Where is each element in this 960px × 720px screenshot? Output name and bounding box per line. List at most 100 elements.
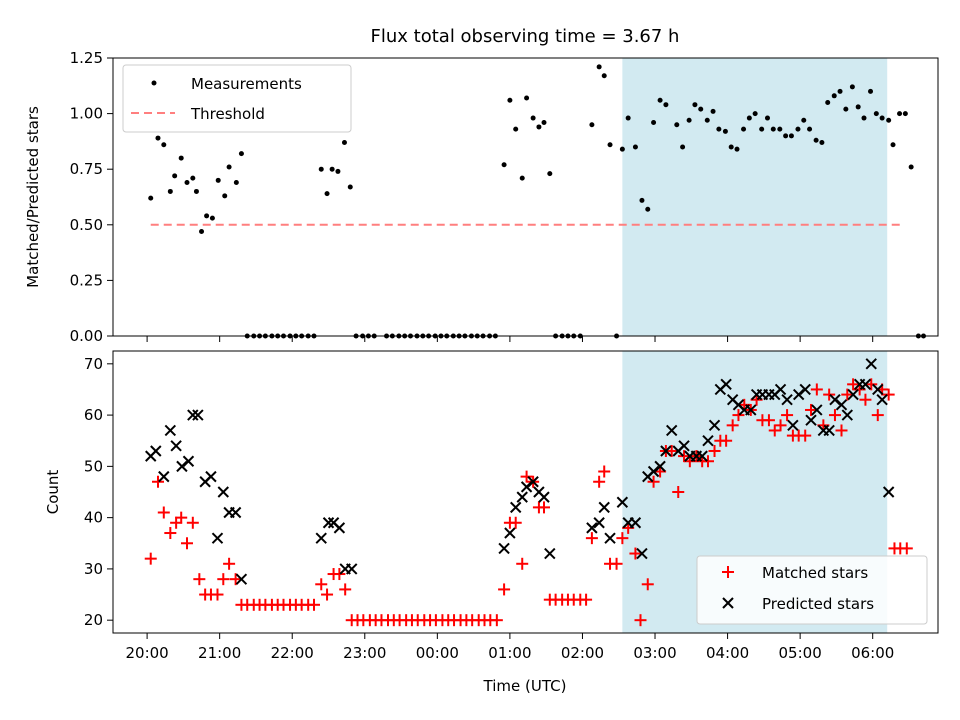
measurement-point	[704, 117, 710, 123]
measurement-point	[752, 111, 758, 117]
measurement-point	[734, 146, 740, 152]
matched-star-point	[490, 614, 503, 627]
bottom-y-axis-label: Count	[44, 470, 62, 515]
measurement-point	[625, 115, 631, 121]
measurement-point	[155, 135, 161, 141]
predicted-stars-legend-marker	[722, 597, 734, 609]
predicted-star-point	[835, 399, 848, 411]
measurement-point	[764, 115, 770, 121]
measurement-point	[746, 115, 752, 121]
top-legend: Measurements Threshold	[122, 64, 352, 133]
matched-star-point	[900, 542, 913, 555]
predicted-star-point	[538, 491, 550, 503]
predicted-star-point	[593, 517, 605, 529]
measurement-point	[222, 193, 228, 199]
predicted-star-point	[720, 378, 732, 391]
measurement-point	[795, 126, 801, 132]
predicted-star-point	[509, 501, 522, 514]
measurement-point	[541, 119, 547, 125]
measurement-point	[530, 115, 536, 121]
matched-star-point	[823, 388, 836, 401]
measurement-point	[199, 228, 205, 234]
predicted-star-point	[745, 404, 757, 416]
matched-star-point	[768, 424, 781, 437]
matched-star-point	[509, 516, 522, 529]
matched-star-point	[799, 429, 812, 442]
measurement-point	[341, 140, 347, 146]
measurement-point	[601, 73, 607, 79]
top-legend-box	[122, 64, 352, 133]
matched-star-point	[315, 578, 328, 591]
x-tick-label: 22:00	[271, 644, 314, 662]
matched-star-point	[774, 419, 787, 432]
matched-star-point	[580, 593, 593, 606]
matched-star-point	[598, 465, 611, 478]
matched-star-point	[151, 475, 164, 488]
predicted-star-point	[616, 496, 629, 508]
predicted-star-point	[666, 424, 678, 437]
matched-star-point	[641, 578, 654, 591]
bottom-y-axis-ticks: 20 30 40 50 60 70	[84, 355, 113, 629]
y-tick-label: 0.50	[70, 216, 103, 234]
x-axis-ticks: 20:00 21:00 22:00 23:00 00:00 01:00 02:00 03:00…	[125, 633, 894, 662]
measurement-point	[686, 117, 692, 123]
matched-star-point	[175, 511, 188, 524]
matched-star-point	[520, 470, 533, 483]
legend-threshold-label: Threshold	[190, 105, 265, 123]
matched-star-point	[828, 409, 841, 422]
matched-star-point	[593, 475, 606, 488]
predicted-star-point	[315, 532, 327, 544]
measurement-point	[788, 133, 794, 139]
predicted-star-point	[192, 409, 204, 421]
measurement-point	[536, 124, 542, 130]
predicted-star-point	[516, 491, 528, 503]
measurement-point	[902, 111, 908, 117]
matched-star-point	[610, 557, 623, 570]
matched-star-point	[307, 598, 320, 611]
matched-star-point	[708, 444, 721, 457]
matched-star-point	[498, 583, 511, 596]
x-axis-label: Time (UTC)	[483, 677, 567, 695]
predicted-star-point	[211, 532, 224, 544]
measurement-point	[861, 115, 867, 121]
y-tick-label: 1.00	[70, 105, 103, 123]
x-tick-label: 00:00	[416, 644, 459, 662]
measurement-point	[596, 64, 602, 70]
matched-star-point	[871, 409, 884, 422]
chart-title: Flux total observing time = 3.67 h	[371, 26, 680, 47]
measurement-point	[651, 119, 657, 125]
y-tick-label: 60	[84, 406, 103, 424]
matched-star-point	[726, 419, 739, 432]
predicted-star-point	[872, 383, 884, 396]
matched-star-point	[170, 516, 183, 529]
measurement-point	[692, 102, 698, 108]
y-tick-label: 70	[84, 355, 103, 373]
measurement-point	[193, 188, 199, 194]
matched-star-point	[865, 378, 878, 391]
predicted-star-point	[544, 547, 556, 560]
measurement-point	[507, 97, 513, 103]
measurement-point	[161, 142, 167, 148]
matched-stars-legend-marker	[722, 566, 734, 578]
measurement-point	[184, 180, 190, 186]
predicted-star-point	[654, 460, 666, 473]
measurement-point	[801, 117, 807, 123]
matched-star-point	[805, 403, 818, 416]
matched-star-point	[585, 532, 598, 545]
bottom-legend: Matched stars Predicted stars	[696, 555, 928, 625]
predicted-star-point	[498, 542, 510, 555]
measurement-point	[759, 126, 765, 132]
matched-star-point	[157, 506, 170, 519]
matched-star-point	[762, 414, 775, 427]
measurement-point	[190, 175, 196, 181]
x-tick-label: 04:00	[706, 644, 749, 662]
x-tick-label: 20:00	[125, 644, 168, 662]
matched-star-point	[647, 475, 660, 488]
y-tick-label: 0.25	[70, 271, 103, 289]
measurement-point	[657, 97, 663, 103]
measurement-point	[167, 188, 173, 194]
predicted-star-point	[702, 435, 714, 447]
measurement-point	[148, 195, 154, 201]
measurement-point	[819, 140, 825, 146]
